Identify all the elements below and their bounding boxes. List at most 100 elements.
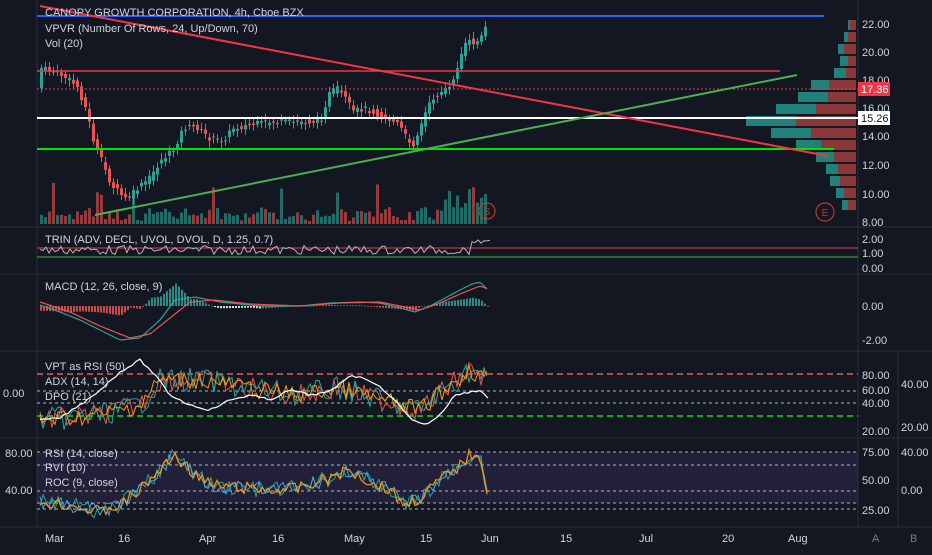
macd-histogram-bar	[211, 305, 213, 307]
volume-bar	[296, 212, 299, 224]
macd-histogram-bar	[337, 305, 339, 307]
indicator-label-rvi[interactable]: RVI (10)	[45, 462, 86, 474]
macd-histogram-bar	[343, 305, 345, 307]
macd-histogram-bar	[175, 283, 177, 306]
price-candle	[180, 130, 183, 143]
scale-mode-a-button[interactable]: A	[872, 533, 880, 545]
event-marker-e[interactable]: E	[815, 202, 835, 222]
vpvr-row-up	[842, 200, 848, 210]
volume-bar	[304, 219, 307, 224]
price-candle	[452, 79, 455, 86]
price-candle	[100, 149, 103, 158]
time-tick: Apr	[199, 533, 216, 545]
price-candle	[80, 86, 83, 101]
trin-tick: 2.00	[862, 234, 883, 246]
price-candle	[76, 80, 79, 88]
price-candle	[248, 123, 251, 125]
volume-bar	[240, 220, 243, 224]
price-tick: 22.00	[862, 19, 890, 31]
macd-histogram-bar	[130, 306, 132, 308]
price-candle	[160, 159, 163, 164]
price-candle	[216, 138, 219, 140]
indicator-label-vol[interactable]: Vol (20)	[45, 38, 83, 50]
price-axis[interactable]: 22.00 20.00 18.00 16.00 14.00 12.00 10.0…	[862, 19, 890, 229]
trendline-green-up[interactable]	[94, 74, 798, 216]
price-candle	[124, 193, 127, 198]
volume-bar	[336, 192, 339, 224]
svg-text:15.26: 15.26	[861, 113, 889, 125]
time-axis[interactable]: Mar 16 Apr 16 May 15 Jun 15 Jul 20 Aug	[45, 533, 808, 545]
volume-bar	[472, 187, 475, 224]
volume-bar	[88, 208, 91, 224]
macd-histogram-bar	[46, 306, 48, 311]
volume-bar	[224, 213, 227, 224]
trin-tick: 1.00	[862, 248, 883, 260]
volume-bar	[328, 216, 331, 224]
indicator-label-rsi[interactable]: RSI (14, close)	[45, 448, 118, 460]
macd-histogram-bar	[340, 305, 342, 307]
vpvr-row-down	[828, 92, 856, 102]
price-candle	[388, 118, 391, 121]
volume-bar	[332, 213, 335, 224]
macd-histogram-bar	[352, 305, 354, 307]
price-candle	[196, 124, 199, 131]
volume-bar	[272, 212, 275, 224]
macd-histogram-bar	[247, 306, 249, 308]
volume-bar	[280, 188, 283, 224]
volume-bar	[168, 211, 171, 224]
indicator-label-macd[interactable]: MACD (12, 26, close, 9)	[45, 281, 162, 293]
rsi-pane[interactable]: RSI (14, close) RVI (10) ROC (9, close) …	[5, 447, 929, 519]
macd-histogram-bar	[145, 303, 147, 306]
main-price-pane[interactable]: S E CANOPY GROWTH CORPORATION, 4h, Cboe …	[37, 5, 890, 229]
macd-histogram-bar	[232, 306, 234, 309]
macd-histogram-bar	[250, 306, 252, 308]
macd-tick: 0.00	[862, 301, 883, 313]
indicator-label-trin[interactable]: TRIN (ADV, DECL, UVOL, DVOL, D, 1.25, 0.…	[45, 234, 273, 246]
rsi-line	[39, 447, 488, 516]
price-candle	[284, 119, 287, 122]
volume-bar	[196, 215, 199, 224]
indicator-label-dpo[interactable]: DPO (21)	[45, 391, 91, 403]
volume-bar	[108, 211, 111, 224]
volume-bar	[284, 218, 287, 224]
price-candle	[400, 121, 403, 128]
time-tick: Jul	[639, 533, 653, 545]
indicator-label-vpvr[interactable]: VPVR (Number Of Rows, 24, Up/Down, 70)	[45, 23, 258, 35]
macd-histogram-bar	[265, 306, 267, 309]
vpvr-row-down	[838, 164, 856, 174]
macd-histogram-bar	[472, 297, 474, 306]
pane-separators[interactable]	[0, 0, 932, 528]
price-candle	[460, 54, 463, 70]
trendline-red-down[interactable]	[39, 5, 829, 157]
trin-pane[interactable]: TRIN (ADV, DECL, UVOL, DVOL, D, 1.25, 0.…	[37, 234, 883, 275]
macd-histogram-bar	[124, 306, 126, 313]
macd-histogram-bar	[304, 305, 306, 307]
macd-pane[interactable]: MACD (12, 26, close, 9) 0.00 -2.00	[39, 281, 887, 347]
scale-mode-b-button[interactable]: B	[910, 533, 917, 545]
indicator-label-vpt[interactable]: VPT as RSI (50)	[45, 361, 125, 373]
volume-bar	[400, 220, 403, 224]
oscillator-pane[interactable]: VPT as RSI (50) ADX (14, 14) DPO (21) 0.…	[3, 358, 929, 438]
vpvr-row-down	[821, 140, 856, 150]
event-marker-s[interactable]: S	[478, 202, 496, 220]
indicator-label-roc[interactable]: ROC (9, close)	[45, 477, 118, 489]
macd-histogram-bar	[307, 305, 309, 307]
volume-bar	[388, 207, 391, 224]
macd-histogram-bar	[478, 299, 480, 306]
macd-histogram-bar	[205, 303, 207, 306]
volume-bar	[104, 219, 107, 224]
svg-text:E: E	[822, 208, 829, 219]
macd-histogram-bar	[403, 306, 405, 310]
price-candle	[96, 139, 99, 149]
vpvr-row-down	[829, 80, 856, 90]
volume-bar	[292, 215, 295, 224]
indicator-label-adx[interactable]: ADX (14, 14)	[45, 376, 109, 388]
macd-histogram-bar	[91, 306, 93, 312]
macd-histogram-bar	[259, 306, 261, 309]
price-candle	[356, 107, 359, 112]
volume-bar	[212, 187, 215, 224]
macd-histogram-bar	[40, 306, 42, 311]
macd-histogram-bar	[199, 300, 201, 306]
price-candle	[464, 43, 467, 57]
